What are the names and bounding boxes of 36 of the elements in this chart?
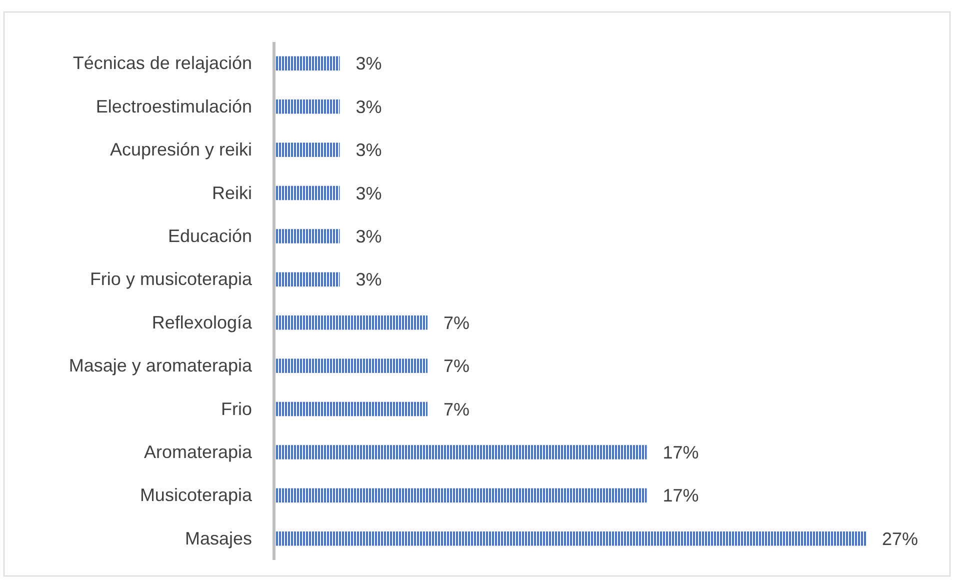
data-label: 17%: [662, 442, 699, 463]
y-tick-label: Masaje y aromaterapia: [68, 356, 253, 376]
bar: [274, 488, 647, 503]
y-tick-label: Acupresión y reiki: [110, 140, 252, 160]
bar: [274, 229, 340, 244]
data-label: 3%: [356, 270, 382, 290]
bar: [274, 358, 428, 373]
data-label: 3%: [356, 96, 382, 117]
data-label: 3%: [356, 183, 382, 204]
y-tick-label: Reflexología: [152, 312, 253, 332]
y-tick-label: Educación: [168, 226, 252, 246]
bar: [274, 531, 866, 546]
data-label: 7%: [443, 312, 470, 333]
bar: [274, 402, 428, 416]
data-label: 3%: [356, 54, 382, 74]
data-label: 7%: [443, 399, 470, 420]
bar: [274, 186, 340, 200]
bar: [274, 445, 647, 460]
y-tick-label: Reiki: [212, 182, 252, 203]
data-label: 27%: [882, 528, 918, 549]
y-tick-label: Electroestimulación: [96, 96, 252, 116]
y-tick-label: Técnicas de relajación: [72, 53, 252, 74]
y-tick-label: Aromaterapia: [144, 442, 253, 462]
data-label: 3%: [356, 226, 382, 246]
bar: [274, 315, 428, 330]
data-label: 17%: [662, 486, 699, 506]
y-tick-label: Masajes: [184, 528, 252, 548]
y-tick-label: Frio y musicoterapia: [90, 269, 253, 290]
y-tick-label: Musicoterapia: [140, 485, 253, 506]
bar: [274, 99, 340, 114]
bar: [274, 272, 340, 287]
data-label: 3%: [356, 140, 382, 160]
y-tick-label: Frio: [221, 398, 252, 419]
bar: [274, 56, 340, 71]
data-label: 7%: [443, 356, 470, 376]
bar: [274, 142, 340, 157]
